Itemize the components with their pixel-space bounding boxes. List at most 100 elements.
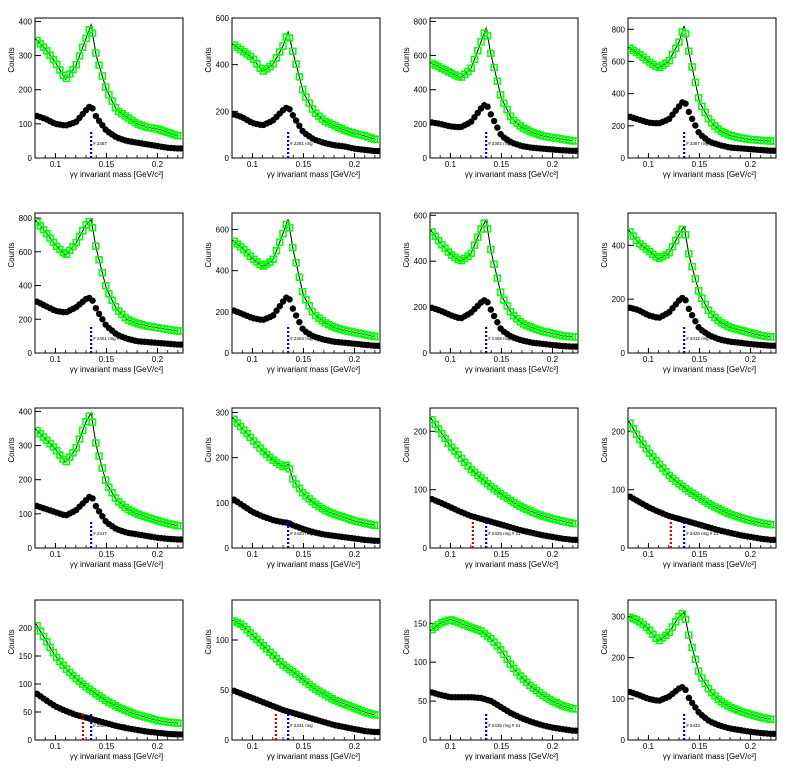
fit-point [694,287,703,295]
panel-7: 0 200 400 600 0.1 0.15 0.2 Counts γγ invariant m… [402,211,579,374]
x-tick-label: 0.2 [152,550,164,559]
data-point [273,307,280,314]
panel-annotation: # 2431 ring [290,723,313,728]
fit-point [470,55,479,64]
y-tick-label: 100 [612,486,626,495]
fit-point [88,418,97,426]
data-point [92,305,100,312]
fit-point [675,38,683,46]
y-tick-label: 400 [414,86,428,95]
data-point [685,305,693,313]
data-point [692,318,699,325]
y-tick-label: 0 [621,349,626,358]
y-tick-label: 100 [19,510,33,519]
y-tick-label: 0 [28,154,33,163]
plot-frame [231,407,381,549]
data-point [289,112,297,119]
fit-point [681,615,690,624]
fit-point [98,464,107,472]
plot-area [628,419,776,548]
fit-point [688,262,696,271]
fit-point [496,91,505,99]
data-point [471,114,478,121]
x-tick-label: 0.1 [247,550,259,559]
y-tick-label: 0 [423,154,428,163]
fit-point [88,224,97,232]
fit-point [691,78,700,87]
panel-14: 0 50 100 0.1 0.15 0.2 Counts γγ invariant mass … [204,599,381,761]
x-tick-label: 0.2 [349,160,361,169]
data-point [770,342,776,349]
fit-point [88,29,97,38]
data-point [374,537,380,544]
x-tick-label: 0.1 [50,355,62,364]
x-axis-label: γγ invariant mass [GeV/c²] [663,560,756,569]
y-tick-label: 300 [216,409,230,418]
x-tick-label: 0.1 [247,160,259,169]
data-point [572,343,578,350]
fit-point [572,333,578,341]
plot-frame [429,407,579,549]
y-tick-label: 0 [225,736,230,745]
fit-point [467,249,475,258]
x-tick-label: 0.2 [745,550,757,559]
data-point [685,694,693,702]
y-tick-label: 100 [612,695,626,704]
y-tick-label: 600 [216,14,230,23]
fit-point [276,238,284,246]
fit-point [691,655,700,664]
x-tick-label: 0.1 [643,160,655,169]
fit-point [694,94,703,102]
data-point [99,513,106,520]
fit-point [289,47,297,56]
x-tick-label: 0.15 [494,160,510,169]
data-point [682,297,689,304]
y-tick-label: 0 [225,544,230,553]
y-tick-label: 0 [423,544,428,553]
fit-point [75,435,84,443]
x-axis-label: γγ invariant mass [GeV/c²] [70,170,163,179]
panel-annotation: # 2401 ring # 12 [93,336,126,341]
x-tick-label: 0.2 [547,742,559,751]
x-axis-label: γγ invariant mass [GeV/c²] [267,560,360,569]
fit-point [474,233,482,241]
data-point [99,122,106,129]
plot-area [232,219,380,353]
data-point [292,312,300,319]
panel-13: 0 50 100 150 200 0.1 0.15 0.2 Counts γγ invariant… [7,599,184,761]
y-tick-label: 200 [612,427,626,436]
fit-point [467,64,475,72]
panel-annotation: # 2426 ring # 21 [686,531,719,536]
data-point [692,122,699,129]
data-point [177,145,183,152]
y-tick-label: 0 [225,349,230,358]
x-axis-label: γγ invariant mass [GeV/c²] [663,752,756,761]
panel-annotation: # 2392 ring # [488,141,515,146]
y-tick-label: 150 [414,619,428,628]
data-point [177,731,183,738]
fit-point [298,85,307,94]
data-point [296,122,303,129]
plot-frame [429,212,579,354]
data-point [468,118,475,125]
x-tick-label: 0.1 [445,550,457,559]
plot-frame [429,17,579,159]
y-axis-label: Counts [204,437,213,462]
fit-point [285,224,294,232]
x-tick-label: 0.1 [50,550,62,559]
y-axis-label: Counts [402,629,411,654]
x-axis-label: γγ invariant mass [GeV/c²] [663,170,756,179]
x-tick-label: 0.15 [692,355,708,364]
data-point [484,103,491,110]
data-point [770,147,776,154]
data-point [286,296,293,303]
fit-point [688,63,696,71]
panel-16: 0 100 200 300 0.1 0.15 0.2 Counts γγ invariant m… [600,599,777,761]
y-tick-label: 400 [414,257,428,266]
y-tick-label: 200 [414,427,428,436]
fit-point [685,249,693,258]
data-point [682,100,689,107]
plot-area [232,415,380,548]
data-point [89,495,96,502]
